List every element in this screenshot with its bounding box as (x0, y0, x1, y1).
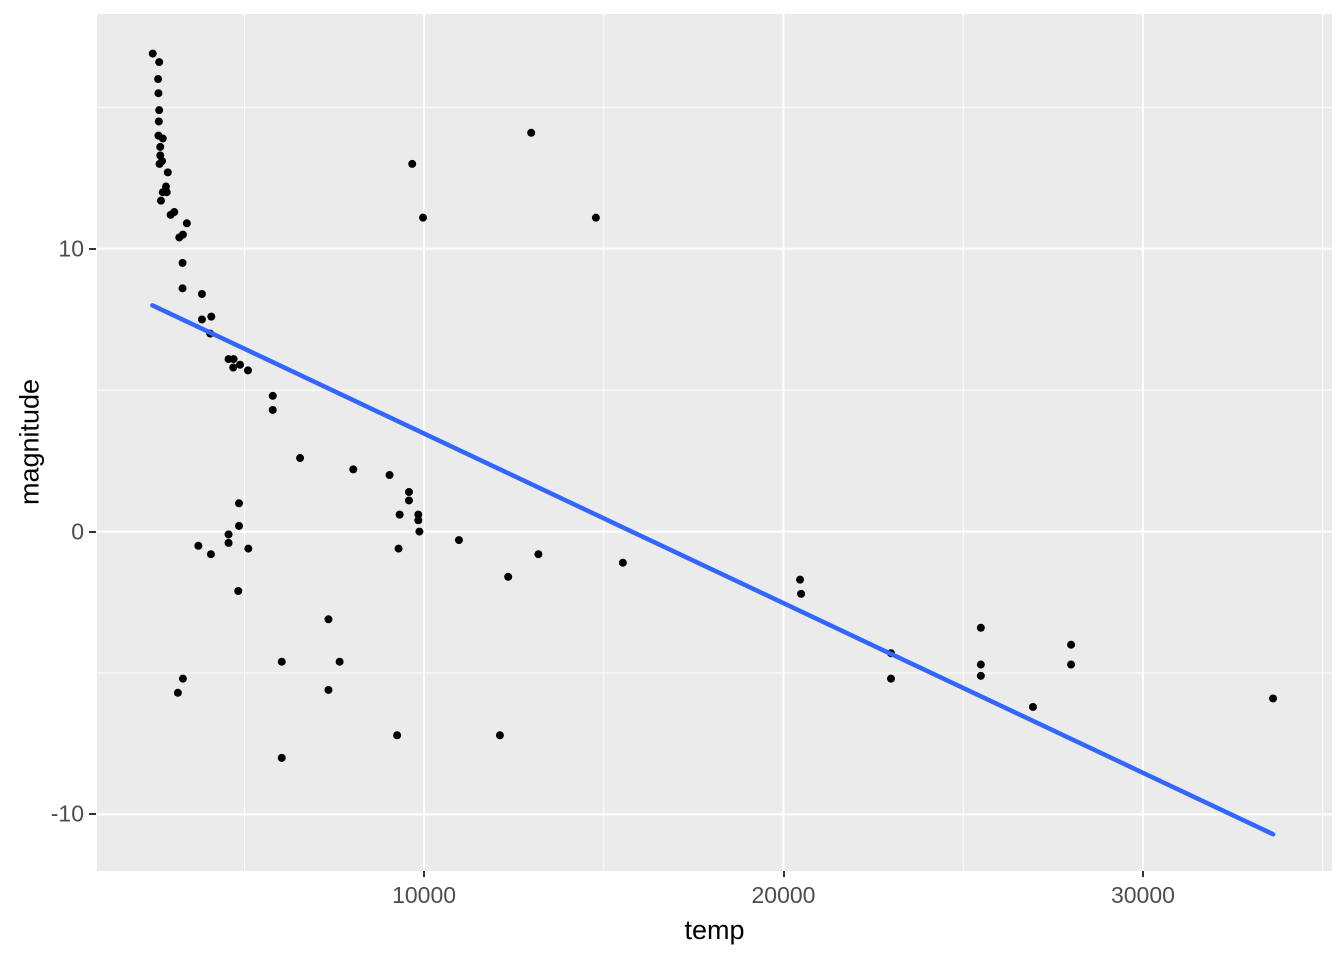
plot-panel (97, 14, 1332, 871)
data-point (495, 731, 504, 740)
data-point (1067, 640, 1076, 649)
data-point (394, 544, 403, 553)
x-tick-mark (423, 871, 426, 877)
data-point (415, 527, 424, 536)
y-tick-mark (89, 530, 96, 533)
y-axis-title: magnitude (14, 378, 45, 506)
data-point (156, 196, 165, 205)
x-tick-label-30000: 30000 (1110, 882, 1175, 908)
x-tick-mark (1141, 871, 1144, 877)
data-point (349, 465, 358, 474)
y-tick-label-10: 10 (58, 235, 84, 262)
data-point (163, 168, 172, 177)
data-point (976, 660, 985, 669)
data-point (324, 685, 333, 694)
data-point (393, 731, 402, 740)
data-point (797, 589, 806, 598)
data-point (527, 128, 536, 137)
data-point (148, 49, 157, 58)
data-point (158, 134, 167, 143)
data-point (1028, 702, 1037, 711)
data-point (178, 674, 187, 683)
panel-background (97, 14, 1332, 871)
data-point (395, 510, 404, 519)
data-point (175, 233, 184, 242)
y-tick-label-0: 0 (71, 518, 84, 545)
data-point (796, 575, 805, 584)
data-point (224, 538, 233, 547)
data-point (236, 360, 245, 369)
data-point (155, 106, 164, 115)
data-point (197, 290, 206, 299)
data-point (234, 521, 243, 530)
data-point (454, 536, 463, 545)
data-point (296, 454, 305, 463)
data-point (591, 213, 600, 222)
data-point (419, 213, 428, 222)
data-point (154, 117, 163, 126)
data-point (156, 142, 165, 151)
data-point (414, 516, 423, 525)
data-point (244, 544, 253, 553)
data-point (277, 753, 286, 762)
data-point (178, 284, 187, 293)
data-point (243, 366, 252, 375)
data-point (234, 499, 243, 508)
data-point (224, 530, 233, 539)
data-point (234, 586, 243, 595)
data-point (155, 58, 164, 67)
data-point (1067, 660, 1076, 669)
data-point (1269, 694, 1278, 703)
data-point (335, 657, 344, 666)
data-point (197, 315, 206, 324)
plot-canvas (97, 14, 1332, 871)
x-tick-label-20000: 20000 (751, 882, 816, 908)
x-axis-title: temp (684, 915, 745, 945)
x-tick-label-10000: 10000 (392, 882, 457, 908)
data-point (268, 391, 277, 400)
data-point (155, 159, 164, 168)
data-point (534, 550, 543, 559)
data-point (154, 89, 163, 98)
data-point (207, 312, 216, 321)
data-point (324, 615, 333, 624)
data-point (154, 75, 163, 84)
data-point (618, 558, 627, 567)
data-point (886, 674, 895, 683)
data-point (178, 258, 187, 267)
data-point (408, 159, 417, 168)
y-tick-mark (89, 247, 96, 250)
data-point (976, 623, 985, 632)
data-point (158, 188, 167, 197)
data-point (194, 541, 203, 550)
data-point (976, 671, 985, 680)
data-point (229, 355, 238, 364)
data-point (404, 496, 413, 505)
y-tick-mark (89, 813, 96, 816)
data-point (385, 471, 394, 480)
x-tick-mark (782, 871, 785, 877)
data-point (229, 363, 238, 372)
data-point (166, 210, 175, 219)
y-tick-label--10: -10 (50, 800, 84, 827)
data-point (182, 219, 191, 228)
data-point (268, 405, 277, 414)
data-point (173, 688, 182, 697)
data-point (414, 510, 423, 519)
data-point (206, 550, 215, 559)
data-point (504, 572, 513, 581)
data-point (404, 487, 413, 496)
regression-line (150, 303, 1276, 837)
data-point (277, 657, 286, 666)
